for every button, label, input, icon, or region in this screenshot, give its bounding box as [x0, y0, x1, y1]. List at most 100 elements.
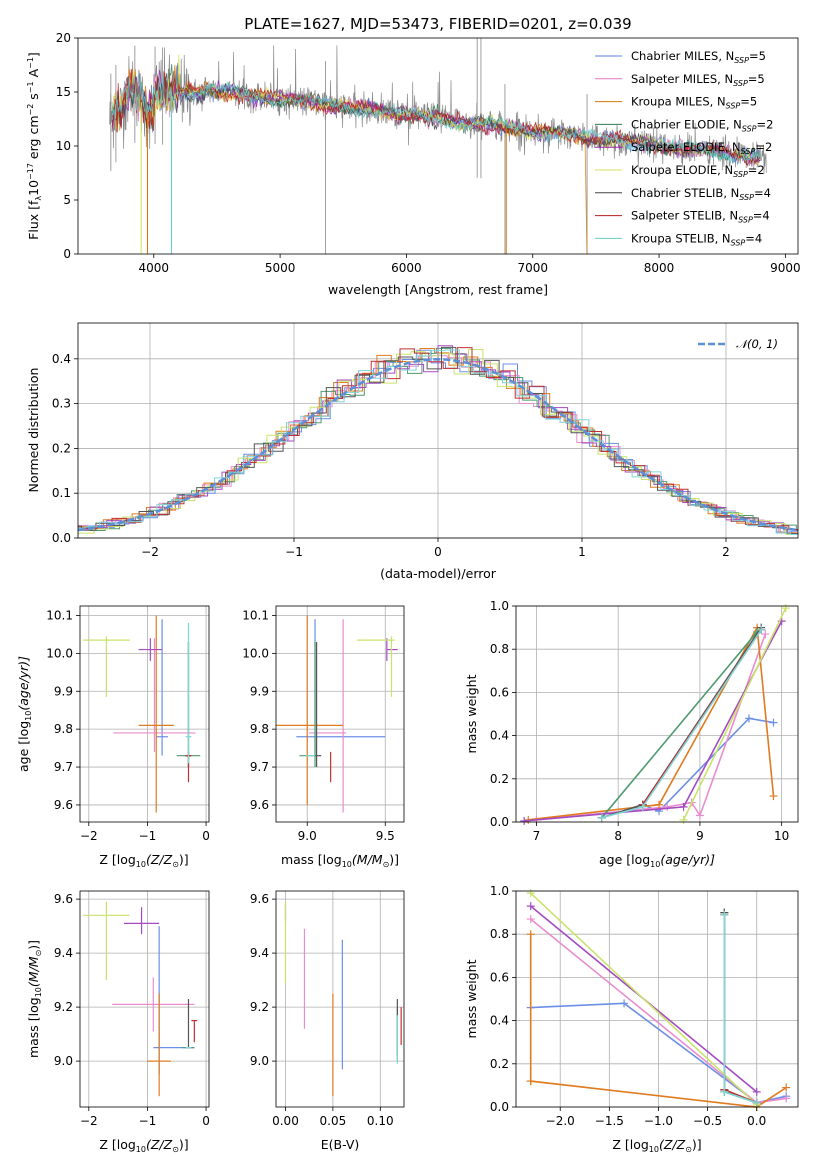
y-tick-label: 9.7: [54, 760, 73, 774]
weight-series-marker: [679, 815, 688, 824]
weight-series-marker: [769, 718, 778, 727]
x-tick-label: 5000: [265, 261, 296, 275]
x-tick-label: 0: [434, 545, 442, 559]
x-tick-label: −2: [80, 1114, 98, 1128]
mass-vs-metallicity-ylabel: mass [log10(M/M⊙)]: [26, 940, 43, 1058]
y-tick-label: 9.0: [250, 1054, 269, 1068]
y-tick-label: 0.8: [490, 927, 509, 941]
age-vs-metallicity-axes-frame: [79, 605, 210, 823]
y-tick-label: 9.6: [250, 798, 269, 812]
legend-label: Chabrier MILES, NSSP=5: [631, 49, 766, 65]
mass-vs-metallicity-panel: −2 −1 0 9.0 9.2 9.4 9.6 Z [log10(Z/Z⊙)] mass […: [26, 890, 210, 1154]
y-tick-label: 9.8: [54, 722, 73, 736]
x-tick-label: −2: [80, 829, 98, 843]
x-tick-label: −1.0: [644, 1114, 673, 1128]
mass-vs-metallicity-xlabel: Z [log10(Z/Z⊙)]: [99, 1137, 188, 1154]
weight-series-marker: [679, 802, 688, 811]
age-vs-metallicity-ylabel: age [log10(age/yr)]: [16, 656, 33, 772]
x-tick-label: 7000: [517, 261, 548, 275]
y-tick-label: 0.8: [490, 642, 509, 656]
y-tick-label: 10: [56, 139, 71, 153]
y-tick-label: 10.0: [46, 646, 73, 660]
residuals-panel: −2 −1 0 1 2 0.0 0.1 0.2 0.3 0.4 (data-model)/erro…: [26, 322, 799, 581]
weight-series-marker: [620, 999, 629, 1008]
y-tick-label: 0.0: [490, 1100, 509, 1114]
legend-label: Kroupa STELIB, NSSP=4: [631, 231, 762, 247]
massweight-vs-age-xlabel: age [log10(age/yr)]: [599, 852, 715, 869]
y-tick-label: 9.7: [250, 760, 269, 774]
y-tick-label: 15: [56, 85, 71, 99]
legend-label: Salpeter MILES, NSSP=5: [631, 72, 765, 88]
y-tick-label: 9.4: [54, 946, 73, 960]
x-tick-label: 8000: [644, 261, 675, 275]
y-tick-label: 10.0: [242, 646, 269, 660]
mass-vs-metallicity-axes-frame: [79, 890, 210, 1108]
y-tick-label: 9.6: [54, 798, 73, 812]
x-tick-label: −2.0: [546, 1114, 575, 1128]
x-tick-label: −2: [141, 545, 159, 559]
weight-series-line: [530, 1002, 787, 1104]
weight-series-marker: [663, 802, 672, 811]
x-tick-label: 0: [202, 829, 210, 843]
legend-label: Salpeter STELIB, NSSP=4: [631, 209, 770, 225]
weight-series-marker: [782, 1083, 791, 1092]
x-tick-label: 0: [202, 1114, 210, 1128]
x-tick-label: 1: [578, 545, 586, 559]
legend-label: Chabrier ELODIE, NSSP=2: [631, 117, 773, 133]
y-tick-label: 1.0: [490, 599, 509, 613]
weight-series-line: [601, 631, 758, 819]
x-tick-label: −1: [139, 1114, 157, 1128]
y-tick-label: 9.4: [250, 946, 269, 960]
x-tick-label: 2: [722, 545, 730, 559]
y-tick-label: 0.2: [490, 772, 509, 786]
spectrum-data-line: [109, 45, 767, 174]
weight-series-marker: [781, 604, 790, 613]
weight-series-marker: [526, 889, 535, 898]
y-tick-label: 1.0: [490, 884, 509, 898]
massweight-vs-age-panel: 7 8 9 10 0.0 0.2 0.4 0.6 0.8 1.0 age [log10(age/y…: [464, 599, 799, 869]
age-vs-metallicity-xlabel: Z [log10(Z/Z⊙)]: [99, 852, 188, 869]
y-tick-label: 0.2: [52, 441, 71, 455]
spectrum-xlabel: wavelength [Angstrom, rest frame]: [328, 282, 548, 297]
massweight-vs-metallicity-ylabel: mass weight: [464, 959, 479, 1038]
age-vs-mass-axes-frame: [275, 605, 405, 823]
x-tick-label: 9: [696, 829, 704, 843]
x-tick-label: 0.05: [320, 1114, 347, 1128]
weight-series-marker: [752, 1098, 761, 1107]
x-tick-label: 9000: [770, 261, 801, 275]
age-vs-metallicity-panel: −2 −1 0 9.6 9.7 9.8 9.9 10.0 10.1 Z [log10(Z/Z⊙)…: [16, 605, 210, 869]
x-tick-label: 9.0: [298, 829, 317, 843]
weight-series-marker: [744, 714, 753, 723]
legend-label: Kroupa MILES, NSSP=5: [631, 95, 757, 111]
x-tick-label: −1.5: [595, 1114, 624, 1128]
y-tick-label: 0.2: [490, 1057, 509, 1071]
x-tick-label: 7: [533, 829, 541, 843]
spectrum-title: PLATE=1627, MJD=53473, FIBERID=0201, z=0…: [244, 15, 631, 33]
massweight-vs-age-axes-frame: [515, 605, 799, 823]
y-tick-label: 9.6: [54, 892, 73, 906]
weight-series-marker: [526, 930, 535, 939]
massweight-vs-metallicity-xlabel: Z [log10(Z/Z⊙)]: [612, 1137, 701, 1154]
massweight-vs-metallicity-panel: −2.0 −1.5 −1.0 −0.5 0.0 0.0 0.2 0.4 0.6 0.8 1.0 Z …: [464, 884, 799, 1154]
spectrum-legend: Chabrier MILES, NSSP=5 Salpeter MILES, NS…: [595, 49, 773, 247]
x-tick-label: 9.5: [376, 829, 395, 843]
y-tick-label: 20: [56, 31, 71, 45]
spectrum-axes-frame: [77, 37, 799, 255]
weight-series-marker: [520, 816, 529, 825]
age-vs-mass-xlabel: mass [log10(M/M⊙)]: [281, 852, 399, 869]
x-tick-label: −1: [139, 829, 157, 843]
mass-vs-extinction-panel: 0.00 0.05 0.10 9.0 9.2 9.4 9.6 E(B-V): [250, 890, 405, 1152]
residuals-ylabel: Normed distribution: [26, 368, 41, 493]
y-tick-label: 0.6: [490, 685, 509, 699]
y-tick-label: 10.1: [46, 608, 73, 622]
legend-label: Kroupa ELODIE, NSSP=2: [631, 163, 765, 179]
mass-vs-extinction-xlabel: E(B-V): [321, 1137, 360, 1152]
x-tick-label: 4000: [139, 261, 170, 275]
y-tick-label: 5: [63, 193, 71, 207]
spectrum-ylabel: Flux [fλ10−17 erg cm−2 s−1 A−1]: [26, 52, 43, 240]
residuals-axes-frame: [77, 322, 799, 539]
spectrum-model-line: [111, 69, 761, 168]
mass-vs-extinction-axes-frame: [275, 890, 405, 1108]
weight-series-marker: [769, 792, 778, 801]
